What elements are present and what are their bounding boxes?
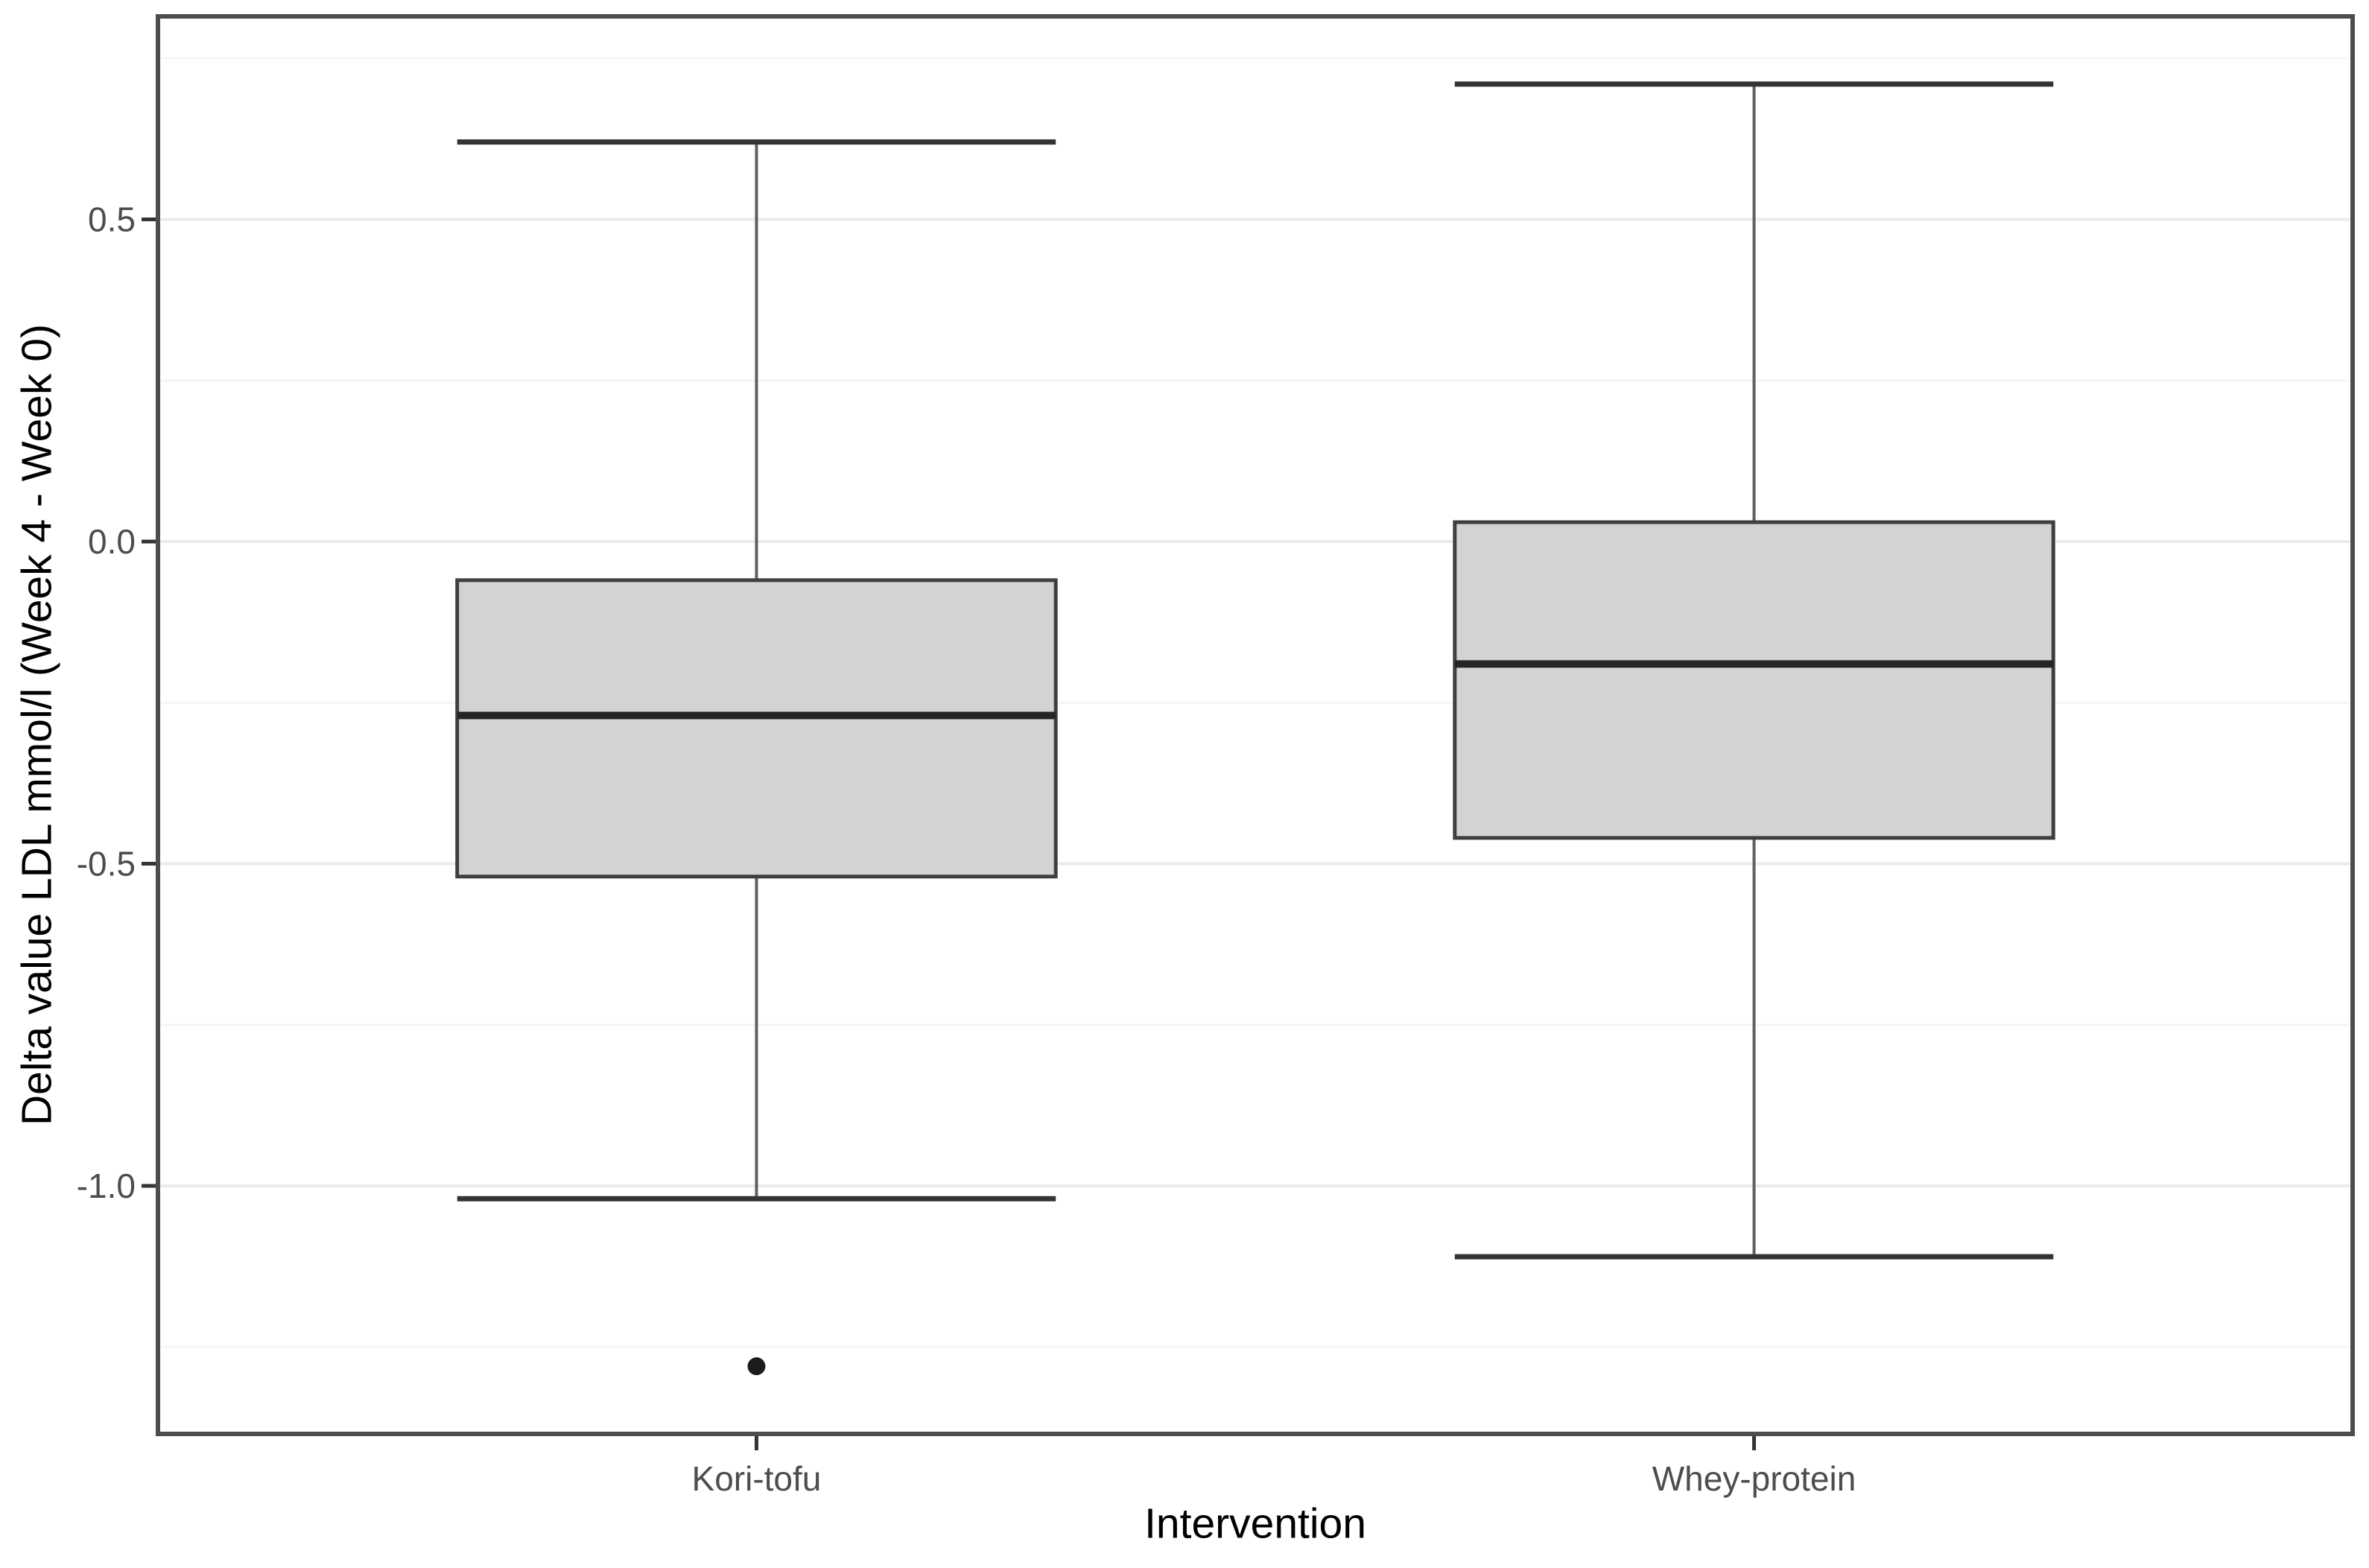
y-axis-title: Delta value LDL mmol/l (Week 4 - Week 0) xyxy=(13,324,61,1126)
outlier-point xyxy=(747,1357,766,1376)
x-category-label: Whey-protein xyxy=(1652,1459,1856,1498)
box-kori-tofu xyxy=(455,578,1058,879)
y-tick-label: 0.5 xyxy=(88,200,136,238)
x-category-label: Kori-tofu xyxy=(692,1459,822,1498)
x-axis-title: Intervention xyxy=(1144,1499,1366,1548)
y-tick-label: -0.5 xyxy=(77,844,136,883)
box-whey-protein xyxy=(1453,520,2055,840)
y-tick-label: -1.0 xyxy=(77,1167,136,1205)
y-tick-label: 0.0 xyxy=(88,522,136,561)
panel-border xyxy=(156,14,2355,1436)
